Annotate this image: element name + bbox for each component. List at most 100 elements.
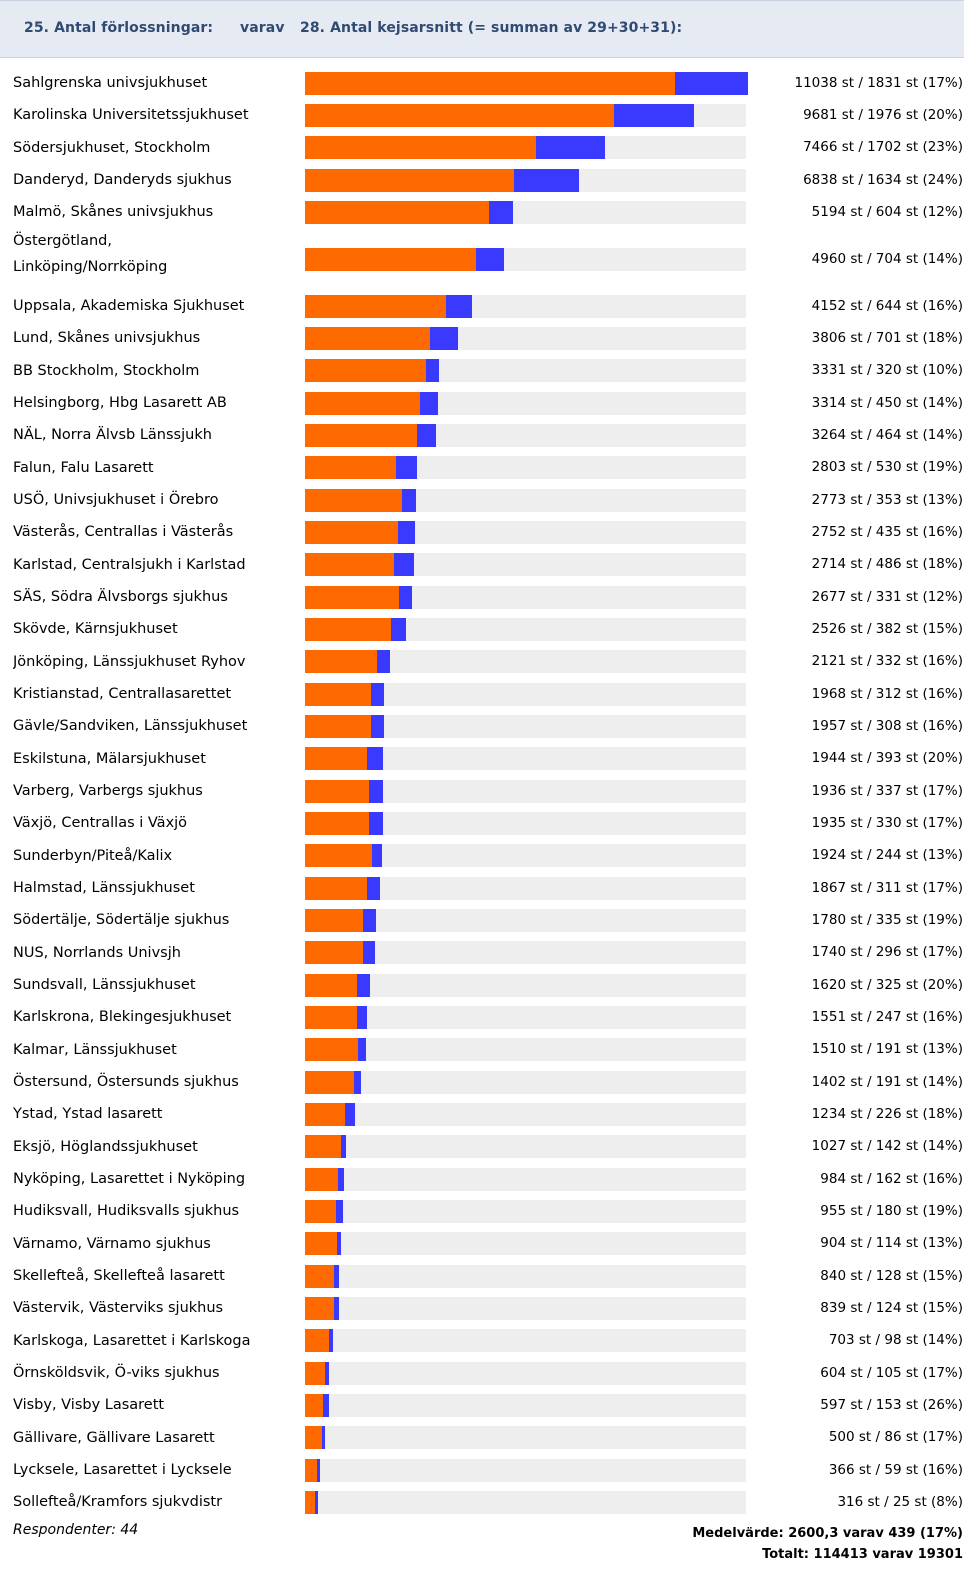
bar-track [305, 747, 746, 771]
row-value-label: 597 st / 153 st (26%) [820, 1396, 963, 1413]
row-label: Ystad, Ystad lasarett [13, 1106, 163, 1123]
row-label: Västervik, Västerviks sjukhus [13, 1300, 224, 1317]
bar-segment-cesarean [314, 1490, 318, 1514]
row-value-label: 3314 st / 450 st (14%) [811, 394, 963, 411]
row-value-label: 839 st / 124 st (15%) [820, 1299, 963, 1316]
row-value-label: 1234 st / 226 st (18%) [811, 1105, 963, 1122]
bar-segment-births [305, 779, 370, 803]
bar-track [305, 876, 746, 900]
bar-segment-births [305, 844, 373, 868]
row-label: Kristianstad, Centrallasarettet [13, 686, 232, 703]
bar-segment-births [305, 1102, 346, 1126]
row-value-label: 6838 st / 1634 st (24%) [803, 171, 963, 188]
bar-track [305, 1232, 746, 1256]
bar-track [305, 779, 746, 803]
bar-track [305, 294, 746, 318]
bar-segment-births [305, 294, 446, 318]
row-label: Malmö, Skånes univsjukhus [13, 204, 214, 221]
bar-segment-births [305, 1135, 341, 1159]
bar-segment-cesarean [614, 103, 694, 127]
bar-segment-cesarean [337, 1167, 345, 1191]
bar-segment-births [305, 423, 418, 447]
row-label: USÖ, Univsjukhuset i Örebro [13, 492, 219, 509]
bar-segment-births [305, 136, 537, 160]
row-label: Karlskoga, Lasarettet i Karlskoga [13, 1332, 251, 1349]
row-label: Värnamo, Värnamo sjukhus [13, 1235, 211, 1252]
row-label: Gällivare, Gällivare Lasarett [13, 1429, 215, 1446]
bar-segment-cesarean [367, 876, 380, 900]
bar-track [305, 520, 746, 544]
row-value-label: 2714 st / 486 st (18%) [811, 556, 963, 573]
bar-track [305, 103, 746, 127]
bar-segment-cesarean [425, 359, 439, 383]
row-value-label: 1924 st / 244 st (13%) [811, 847, 963, 864]
bar-segment-cesarean [340, 1135, 347, 1159]
bar-segment-cesarean [357, 1005, 368, 1029]
bar-track [305, 1070, 746, 1094]
row-label: BB Stockholm, Stockholm [13, 362, 200, 379]
bar-segment-births [305, 747, 368, 771]
row-value-label: 1510 st / 191 st (13%) [811, 1041, 963, 1058]
row-value-label: 7466 st / 1702 st (23%) [803, 139, 963, 156]
row-label: Danderyd, Danderyds sjukhus [13, 172, 232, 189]
row-value-label: 1968 st / 312 st (16%) [811, 685, 963, 702]
bar-segment-births [305, 520, 398, 544]
bar-segment-births [305, 908, 363, 932]
bar-segment-cesarean [322, 1393, 329, 1417]
bar-track [305, 908, 746, 932]
row-value-label: 366 st / 59 st (16%) [828, 1461, 963, 1478]
bar-segment-cesarean [371, 714, 384, 738]
chart-header: 25. Antal förlossningar: varav 28. Antal… [0, 0, 964, 58]
bar-segment-cesarean [429, 326, 458, 350]
bar-track [305, 650, 746, 674]
bar-track [305, 585, 746, 609]
bar-segment-cesarean [371, 682, 384, 706]
bar-track [305, 391, 746, 415]
row-label: Jönköping, Länssjukhuset Ryhov [13, 653, 246, 670]
row-label: Helsingborg, Hbg Lasarett AB [13, 395, 227, 412]
bar-segment-cesarean [513, 168, 580, 192]
bar-segment-births [305, 1264, 334, 1288]
bar-segment-cesarean [362, 908, 377, 932]
row-label: Nyköping, Lasarettet i Nyköping [13, 1171, 246, 1188]
bar-segment-cesarean [353, 1070, 362, 1094]
bar-track [305, 1490, 746, 1514]
row-value-label: 1935 st / 330 st (17%) [811, 814, 963, 831]
row-label: Visby, Visby Lasarett [13, 1397, 165, 1414]
row-label: Örnsköldsvik, Ö-viks sjukhus [13, 1365, 220, 1382]
bar-track [305, 1135, 746, 1159]
row-label: Östergötland, Linköping/Norrköping [13, 232, 168, 275]
bar-segment-cesarean [333, 1296, 339, 1320]
row-value-label: 2121 st / 332 st (16%) [811, 653, 963, 670]
respondents-count: Respondenter: 44 [13, 1522, 139, 1538]
row-value-label: 4152 st / 644 st (16%) [811, 297, 963, 314]
header-cesarean-label: 28. Antal kejsarsnitt (= summan av 29+30… [300, 20, 683, 36]
bar-segment-births [305, 1393, 323, 1417]
bar-segment-births [305, 1005, 358, 1029]
bar-segment-births [305, 247, 476, 271]
bar-segment-cesarean [399, 585, 413, 609]
bar-segment-cesarean [362, 941, 375, 965]
bar-track [305, 553, 746, 577]
row-value-label: 984 st / 162 st (16%) [820, 1170, 963, 1187]
bar-track [305, 941, 746, 965]
row-label: Eksjö, Höglandssjukhuset [13, 1138, 198, 1155]
row-value-label: 500 st / 86 st (17%) [828, 1429, 963, 1446]
bar-segment-cesarean [329, 1329, 334, 1353]
bar-segment-births [305, 876, 368, 900]
bar-segment-births [305, 1329, 330, 1353]
bar-segment-births [305, 456, 397, 480]
row-label: Sundsvall, Länssjukhuset [13, 977, 196, 994]
bar-segment-births [305, 617, 392, 641]
bar-segment-births [305, 650, 377, 674]
total-value: Totalt: 114413 varav 19301 [762, 1547, 963, 1562]
bar-segment-births [305, 71, 675, 95]
row-label: Skövde, Kärnsjukhuset [13, 621, 178, 638]
header-total-label: 25. Antal förlossningar: [24, 20, 214, 36]
row-value-label: 1027 st / 142 st (14%) [811, 1138, 963, 1155]
row-label: Södersjukhuset, Stockholm [13, 139, 211, 156]
row-label: NÄL, Norra Älvsb Länssjukh [13, 427, 212, 444]
row-value-label: 604 st / 105 st (17%) [820, 1364, 963, 1381]
bar-track [305, 1296, 746, 1320]
row-label: Växjö, Centrallas i Växjö [13, 815, 188, 832]
